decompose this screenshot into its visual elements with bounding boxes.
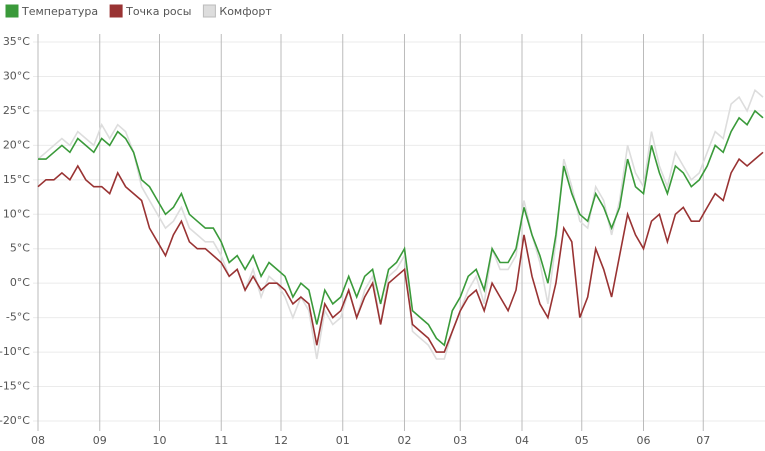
y-tick-label: 25°C [3, 104, 30, 117]
x-tick-label: 12 [274, 434, 288, 447]
x-tick-label: 11 [214, 434, 228, 447]
legend-swatch[interactable] [202, 4, 216, 18]
y-tick-label: -20°C [0, 414, 30, 427]
y-tick-label: 0°C [10, 276, 30, 289]
x-tick-label: 09 [93, 434, 107, 447]
legend-label[interactable]: Точка росы [125, 5, 191, 18]
legend-swatch[interactable] [5, 4, 19, 18]
series-line [38, 109, 764, 347]
y-tick-label: -15°C [0, 380, 30, 393]
y-tick-label: 35°C [3, 35, 30, 48]
x-tick-label: 01 [336, 434, 350, 447]
x-tick-label: 06 [637, 434, 651, 447]
legend-swatch[interactable] [109, 4, 123, 18]
x-tick-label: 04 [515, 434, 529, 447]
x-tick-label: 03 [453, 434, 467, 447]
y-tick-label: -5°C [6, 311, 30, 324]
series-line [37, 88, 764, 360]
x-tick-label: 05 [575, 434, 589, 447]
x-tick-label: 10 [152, 434, 166, 447]
series-line [37, 151, 764, 353]
y-tick-label: -10°C [0, 345, 30, 358]
y-tick-label: 30°C [3, 69, 30, 82]
y-tick-label: 20°C [3, 138, 30, 151]
x-tick-label: 08 [31, 434, 45, 447]
x-tick-label: 02 [397, 434, 411, 447]
y-tick-label: 5°C [10, 242, 30, 255]
y-tick-label: 10°C [3, 207, 30, 220]
x-tick-label: 07 [696, 434, 710, 447]
legend-label[interactable]: Комфорт [219, 5, 272, 18]
legend-label[interactable]: Температура [21, 5, 98, 18]
y-tick-label: 15°C [3, 173, 30, 186]
